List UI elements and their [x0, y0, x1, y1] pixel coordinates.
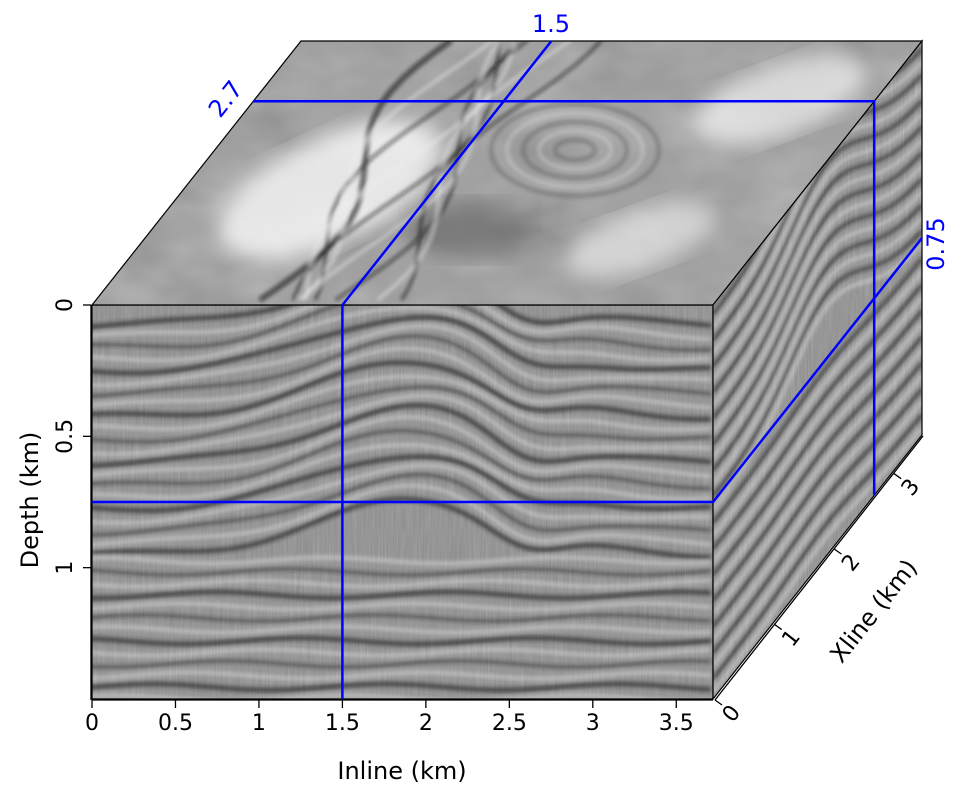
xline-tick	[714, 699, 723, 706]
inline-tick-label: 0	[85, 711, 99, 736]
xline-tick	[893, 473, 902, 480]
inline-slice-label: 1.5	[532, 10, 570, 38]
inline-tick-label: 3.5	[659, 711, 694, 736]
inline-slice-line	[341, 40, 553, 699]
inline-tick-label: 1.5	[325, 711, 360, 736]
depth-axis-title: Depth (km)	[16, 432, 44, 569]
xline-tick	[774, 624, 783, 631]
inline-tick-label: 2.5	[492, 711, 527, 736]
depth-tick-label: 0	[53, 298, 78, 312]
depth-slice-line	[92, 237, 923, 504]
depth-tick-label: 1	[53, 561, 78, 575]
inline-tick-label: 2	[419, 711, 433, 736]
xline-tick	[834, 548, 842, 555]
top-seismic-panel	[90, 40, 924, 306]
depth-slice-label: 0.75	[922, 217, 950, 270]
xline-axis-title: Xline (km)	[824, 554, 923, 668]
slice-lines	[92, 40, 923, 699]
inline-tick-label: 1	[252, 711, 266, 736]
inline-tick-label: 3	[586, 711, 600, 736]
inline-axis-title: Inline (km)	[337, 757, 466, 785]
inline-tick-label: 0.5	[158, 711, 193, 736]
depth-tick-label: 0.5	[53, 419, 78, 454]
xline-slice-line	[253, 100, 876, 496]
front-seismic-panel	[91, 304, 714, 700]
